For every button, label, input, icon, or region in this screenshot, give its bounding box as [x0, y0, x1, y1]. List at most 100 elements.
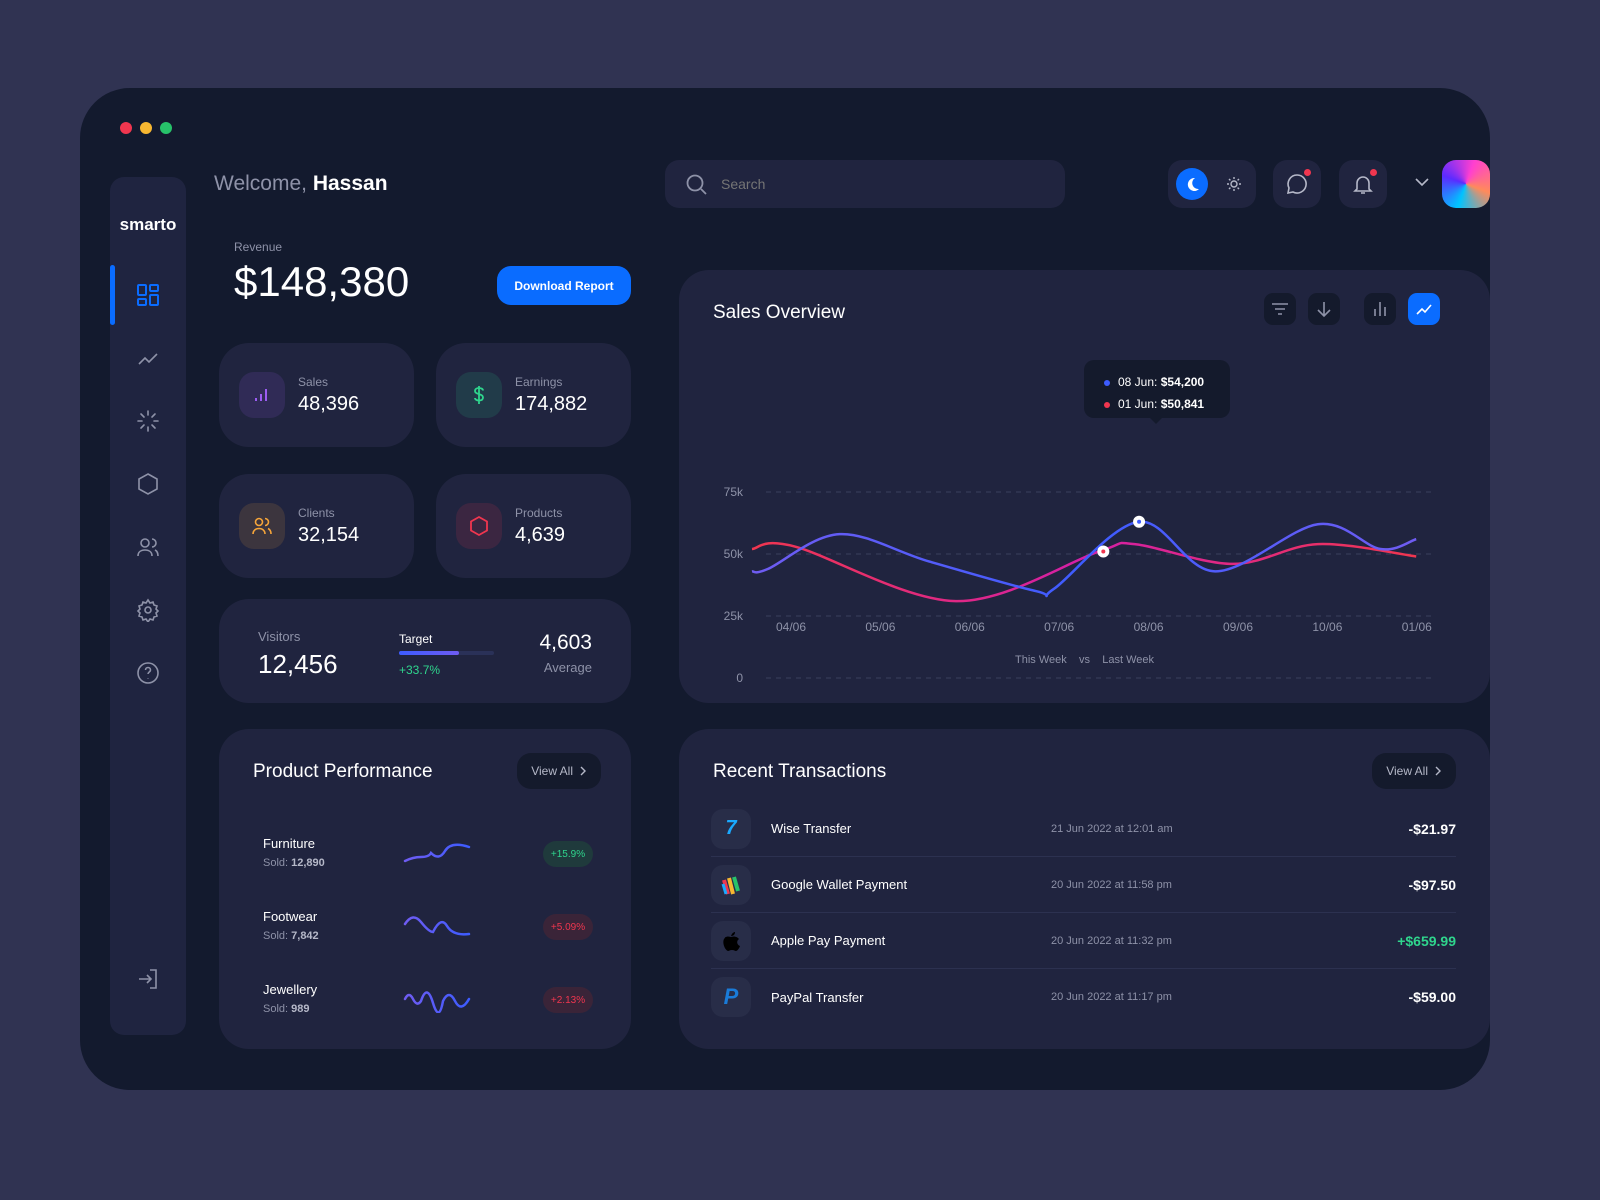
bar-chart-icon — [1374, 302, 1386, 316]
product-row[interactable]: Jewellery Sold: 989 +2.13% — [219, 975, 631, 1035]
transaction-name: PayPal Transfer — [771, 989, 864, 1005]
chevron-down-icon — [1415, 178, 1429, 187]
transaction-row[interactable]: Google Wallet Payment 20 Jun 2022 at 11:… — [711, 857, 1456, 913]
app-window: smarto Welcome, Hassan Revenue $148,380 … — [80, 88, 1490, 1090]
sidebar-item-dashboard[interactable] — [129, 276, 167, 314]
y-tick-label: 75k — [724, 485, 744, 499]
transaction-name: Apple Pay Payment — [771, 933, 886, 948]
view-all-button[interactable]: View All — [1372, 753, 1456, 789]
dark-mode-button[interactable] — [1176, 168, 1208, 200]
minimize-window-button[interactable] — [140, 122, 152, 134]
download-report-button[interactable]: Download Report — [497, 266, 631, 305]
change-badge: +5.09% — [543, 914, 593, 940]
average-value: 4,603 — [539, 631, 592, 654]
view-all-button[interactable]: View All — [517, 753, 601, 789]
chat-icon — [1286, 174, 1307, 195]
transaction-row[interactable]: P PayPal Transfer 20 Jun 2022 at 11:17 p… — [711, 969, 1456, 1025]
transaction-name: Wise Transfer — [771, 821, 852, 836]
revenue-label: Revenue — [234, 240, 283, 254]
welcome-heading: Welcome, Hassan — [214, 172, 388, 196]
product-sold: Sold: 989 — [263, 1003, 310, 1015]
sun-icon — [1227, 177, 1241, 191]
avatar[interactable] — [1442, 160, 1490, 208]
target-change: +33.7% — [399, 663, 441, 677]
stat-card-earnings[interactable]: Earnings 174,882 — [436, 343, 631, 447]
bar-view-button[interactable] — [1364, 293, 1396, 325]
close-window-button[interactable] — [120, 122, 132, 134]
sidebar-item-users[interactable] — [129, 528, 167, 566]
hexagon-icon — [138, 473, 158, 495]
theme-toggle[interactable] — [1168, 160, 1256, 208]
maximize-window-button[interactable] — [160, 122, 172, 134]
sold-label: Sold: — [263, 930, 289, 942]
tooltip-label: 01 Jun: — [1118, 397, 1158, 411]
transaction-amount: +$659.99 — [1397, 932, 1456, 949]
x-tick-label: 07/06 — [1044, 620, 1074, 634]
hexagon-icon — [456, 503, 502, 549]
sidebar-item-loading[interactable] — [129, 402, 167, 440]
filter-button[interactable] — [1264, 293, 1296, 325]
profile-dropdown[interactable] — [1414, 174, 1430, 195]
stat-value: 174,882 — [515, 393, 588, 415]
notifications-button[interactable] — [1339, 160, 1387, 208]
sidebar-item-products[interactable] — [129, 465, 167, 503]
sidebar-item-analytics[interactable] — [129, 339, 167, 377]
visitors-label: Visitors — [258, 629, 301, 644]
notification-dot — [1370, 169, 1377, 176]
apple-icon — [711, 920, 751, 961]
legend-last-week[interactable]: Last Week — [1102, 654, 1154, 666]
sold-label: Sold: — [263, 1003, 289, 1015]
stat-card-products[interactable]: Products 4,639 — [436, 474, 631, 578]
data-point-marker-center — [1101, 549, 1106, 554]
transaction-row[interactable]: Apple Pay Payment 20 Jun 2022 at 11:32 p… — [711, 913, 1456, 969]
transaction-date: 20 Jun 2022 at 11:58 pm — [1051, 878, 1172, 891]
chart-legend: This Week vs Last Week — [679, 654, 1490, 666]
change-badge: +15.9% — [543, 841, 593, 867]
revenue-value: $148,380 — [234, 258, 410, 305]
stat-card-sales[interactable]: Sales 48,396 — [219, 343, 414, 447]
line-chart-icon — [1416, 304, 1432, 315]
light-mode-button[interactable] — [1218, 168, 1250, 200]
stat-card-clients[interactable]: Clients 32,154 — [219, 474, 414, 578]
sold-value: 12,890 — [291, 857, 325, 869]
messages-button[interactable] — [1273, 160, 1321, 208]
transaction-date: 20 Jun 2022 at 11:17 pm — [1051, 991, 1172, 1003]
y-tick-label: 0 — [736, 671, 743, 685]
visitors-card: Visitors 12,456 Target +33.7% 4,603 Aver… — [219, 599, 631, 703]
paypal-icon: P — [711, 977, 751, 1017]
active-indicator — [110, 265, 115, 325]
stat-value: 48,396 — [298, 393, 360, 415]
sidebar-item-settings[interactable] — [129, 591, 167, 629]
data-point-marker-center — [1137, 519, 1142, 524]
view-all-label: View All — [1386, 764, 1428, 778]
search-bar[interactable] — [665, 160, 1065, 208]
visitors-value: 12,456 — [258, 649, 338, 679]
transaction-amount: -$59.00 — [1408, 989, 1456, 1005]
trend-icon — [138, 353, 158, 365]
logout-icon — [139, 969, 157, 989]
x-tick-label: 08/06 — [1134, 620, 1164, 634]
target-label: Target — [399, 632, 433, 646]
chevron-right-icon — [580, 766, 586, 776]
logout-button[interactable] — [129, 960, 167, 998]
product-row[interactable]: Furniture Sold: 12,890 +15.9% — [219, 829, 631, 889]
transaction-name: Google Wallet Payment — [771, 877, 908, 892]
users-icon — [239, 503, 285, 549]
sidebar: smarto — [110, 177, 186, 1035]
series-line-last-week — [751, 541, 1417, 603]
legend-this-week[interactable]: This Week — [1014, 654, 1067, 666]
download-button[interactable] — [1308, 293, 1340, 325]
tooltip-value: $54,200 — [1160, 375, 1205, 389]
product-row[interactable]: Footwear Sold: 7,842 +5.09% — [219, 902, 631, 962]
transaction-row[interactable]: 7 Wise Transfer 21 Jun 2022 at 12:01 am … — [711, 801, 1456, 857]
sidebar-item-help[interactable] — [129, 654, 167, 692]
sales-chart: 0 25k 50k 75k 04/06 05/06 06/06 07/06 08/06 09/06… — [724, 485, 1434, 685]
search-input[interactable] — [721, 176, 1021, 192]
stat-value: 4,639 — [515, 524, 566, 546]
user-name: Hassan — [312, 172, 388, 195]
x-tick-label: 06/06 — [955, 620, 985, 634]
tooltip-value: $50,841 — [1160, 397, 1205, 411]
transaction-amount: -$97.50 — [1408, 876, 1456, 893]
line-view-button[interactable] — [1408, 293, 1440, 325]
search-icon — [686, 174, 707, 195]
